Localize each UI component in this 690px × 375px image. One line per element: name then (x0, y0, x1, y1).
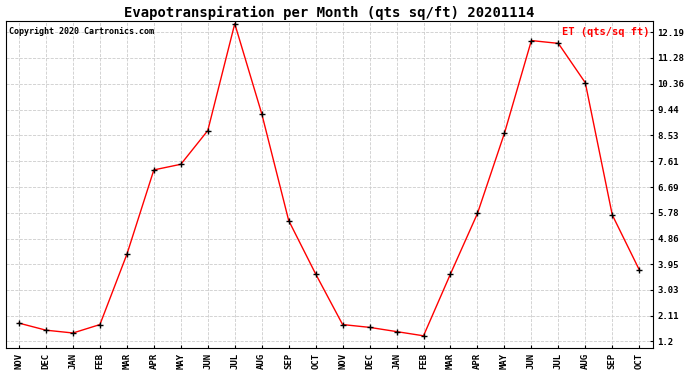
Text: ET (qts/sq ft): ET (qts/sq ft) (562, 27, 649, 38)
Title: Evapotranspiration per Month (qts sq/ft) 20201114: Evapotranspiration per Month (qts sq/ft)… (124, 6, 534, 20)
Text: Copyright 2020 Cartronics.com: Copyright 2020 Cartronics.com (9, 27, 154, 36)
